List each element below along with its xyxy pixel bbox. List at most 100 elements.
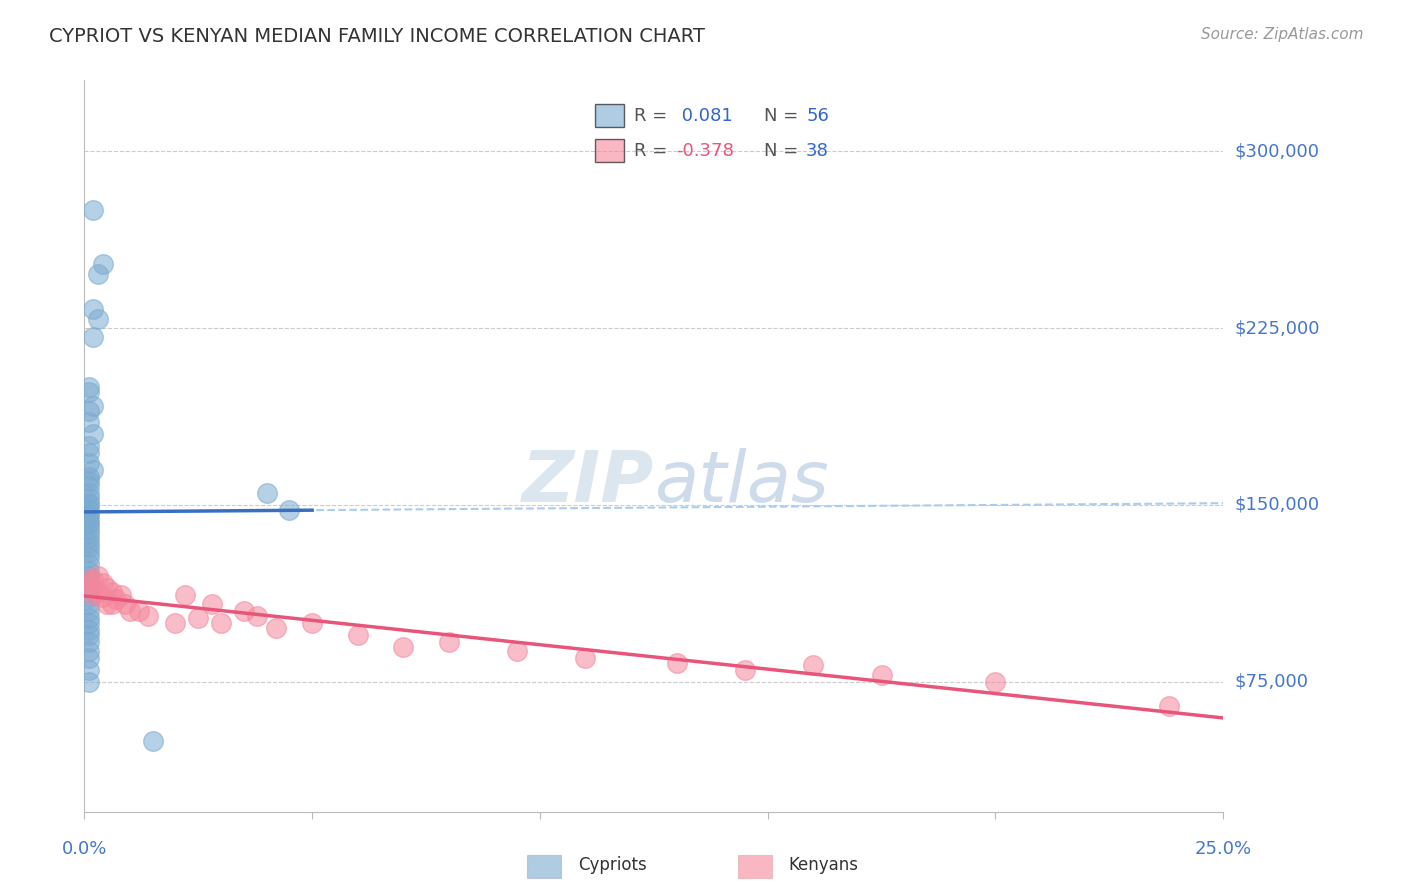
Point	[87, 585, 110, 599]
Point	[77, 515, 100, 529]
Point	[96, 581, 118, 595]
Text: $225,000: $225,000	[1234, 319, 1320, 337]
Point	[77, 545, 100, 559]
Text: atlas: atlas	[654, 448, 828, 517]
Point	[77, 574, 100, 588]
Point	[118, 604, 141, 618]
Point	[100, 585, 122, 599]
Point	[77, 568, 100, 582]
Point	[77, 611, 100, 625]
Point	[77, 675, 100, 690]
Point	[77, 635, 100, 649]
Point	[100, 597, 122, 611]
Point	[77, 541, 100, 555]
Point	[278, 502, 301, 516]
Point	[77, 479, 100, 493]
Point	[77, 581, 100, 595]
FancyBboxPatch shape	[527, 855, 561, 878]
Point	[77, 508, 100, 522]
Point	[264, 621, 287, 635]
Point	[301, 615, 323, 630]
Point	[232, 604, 254, 618]
Point	[77, 446, 100, 460]
Point	[77, 384, 100, 399]
Point	[77, 623, 100, 637]
Point	[77, 585, 100, 599]
Point	[77, 491, 100, 505]
Point	[77, 557, 100, 571]
Point	[77, 549, 100, 564]
Point	[870, 668, 893, 682]
Point	[437, 635, 460, 649]
Point	[77, 498, 100, 512]
FancyBboxPatch shape	[738, 855, 772, 878]
Point	[77, 475, 100, 489]
Point	[77, 564, 100, 578]
Point	[91, 590, 114, 604]
Point	[96, 597, 118, 611]
Point	[136, 608, 159, 623]
Point	[77, 403, 100, 417]
Point	[82, 330, 104, 344]
Point	[77, 628, 100, 642]
Point	[173, 588, 195, 602]
Point	[77, 644, 100, 658]
Point	[77, 495, 100, 509]
Text: 0.0%: 0.0%	[62, 840, 107, 858]
Text: $150,000: $150,000	[1234, 496, 1319, 514]
Point	[574, 651, 596, 665]
Point	[201, 597, 224, 611]
Text: Cypriots: Cypriots	[578, 856, 647, 874]
Point	[87, 267, 110, 281]
Point	[77, 590, 100, 604]
Point	[506, 644, 529, 658]
Point	[77, 439, 100, 453]
Point	[77, 486, 100, 500]
Point	[128, 604, 150, 618]
Point	[82, 427, 104, 442]
Text: Kenyans: Kenyans	[789, 856, 859, 874]
Point	[87, 568, 110, 582]
Point	[77, 416, 100, 430]
Point	[246, 608, 269, 623]
Point	[82, 574, 104, 588]
Point	[801, 658, 824, 673]
Point	[82, 462, 104, 476]
Point	[77, 502, 100, 516]
Text: $300,000: $300,000	[1234, 142, 1319, 160]
Point	[77, 456, 100, 470]
Point	[77, 469, 100, 483]
Point	[91, 257, 114, 271]
Point	[77, 604, 100, 618]
Point	[82, 399, 104, 413]
Point	[87, 311, 110, 326]
Point	[82, 302, 104, 317]
Point	[984, 675, 1007, 690]
Text: 25.0%: 25.0%	[1195, 840, 1251, 858]
Point	[77, 526, 100, 541]
Point	[77, 380, 100, 394]
Point	[665, 656, 688, 670]
Point	[77, 522, 100, 536]
Point	[1157, 698, 1180, 713]
Point	[77, 615, 100, 630]
Point	[82, 202, 104, 217]
Point	[142, 734, 165, 748]
Point	[256, 486, 278, 500]
Point	[165, 615, 187, 630]
Point	[77, 663, 100, 677]
Point	[77, 574, 100, 588]
Point	[91, 575, 114, 590]
Text: CYPRIOT VS KENYAN MEDIAN FAMILY INCOME CORRELATION CHART: CYPRIOT VS KENYAN MEDIAN FAMILY INCOME C…	[49, 27, 704, 45]
Point	[187, 611, 209, 625]
Point	[114, 597, 136, 611]
Point	[77, 651, 100, 665]
Point	[77, 516, 100, 531]
Point	[392, 640, 415, 654]
Text: Source: ZipAtlas.com: Source: ZipAtlas.com	[1201, 27, 1364, 42]
Point	[209, 615, 232, 630]
Point	[77, 581, 100, 595]
Point	[77, 509, 100, 524]
Point	[734, 663, 756, 677]
Point	[77, 531, 100, 545]
